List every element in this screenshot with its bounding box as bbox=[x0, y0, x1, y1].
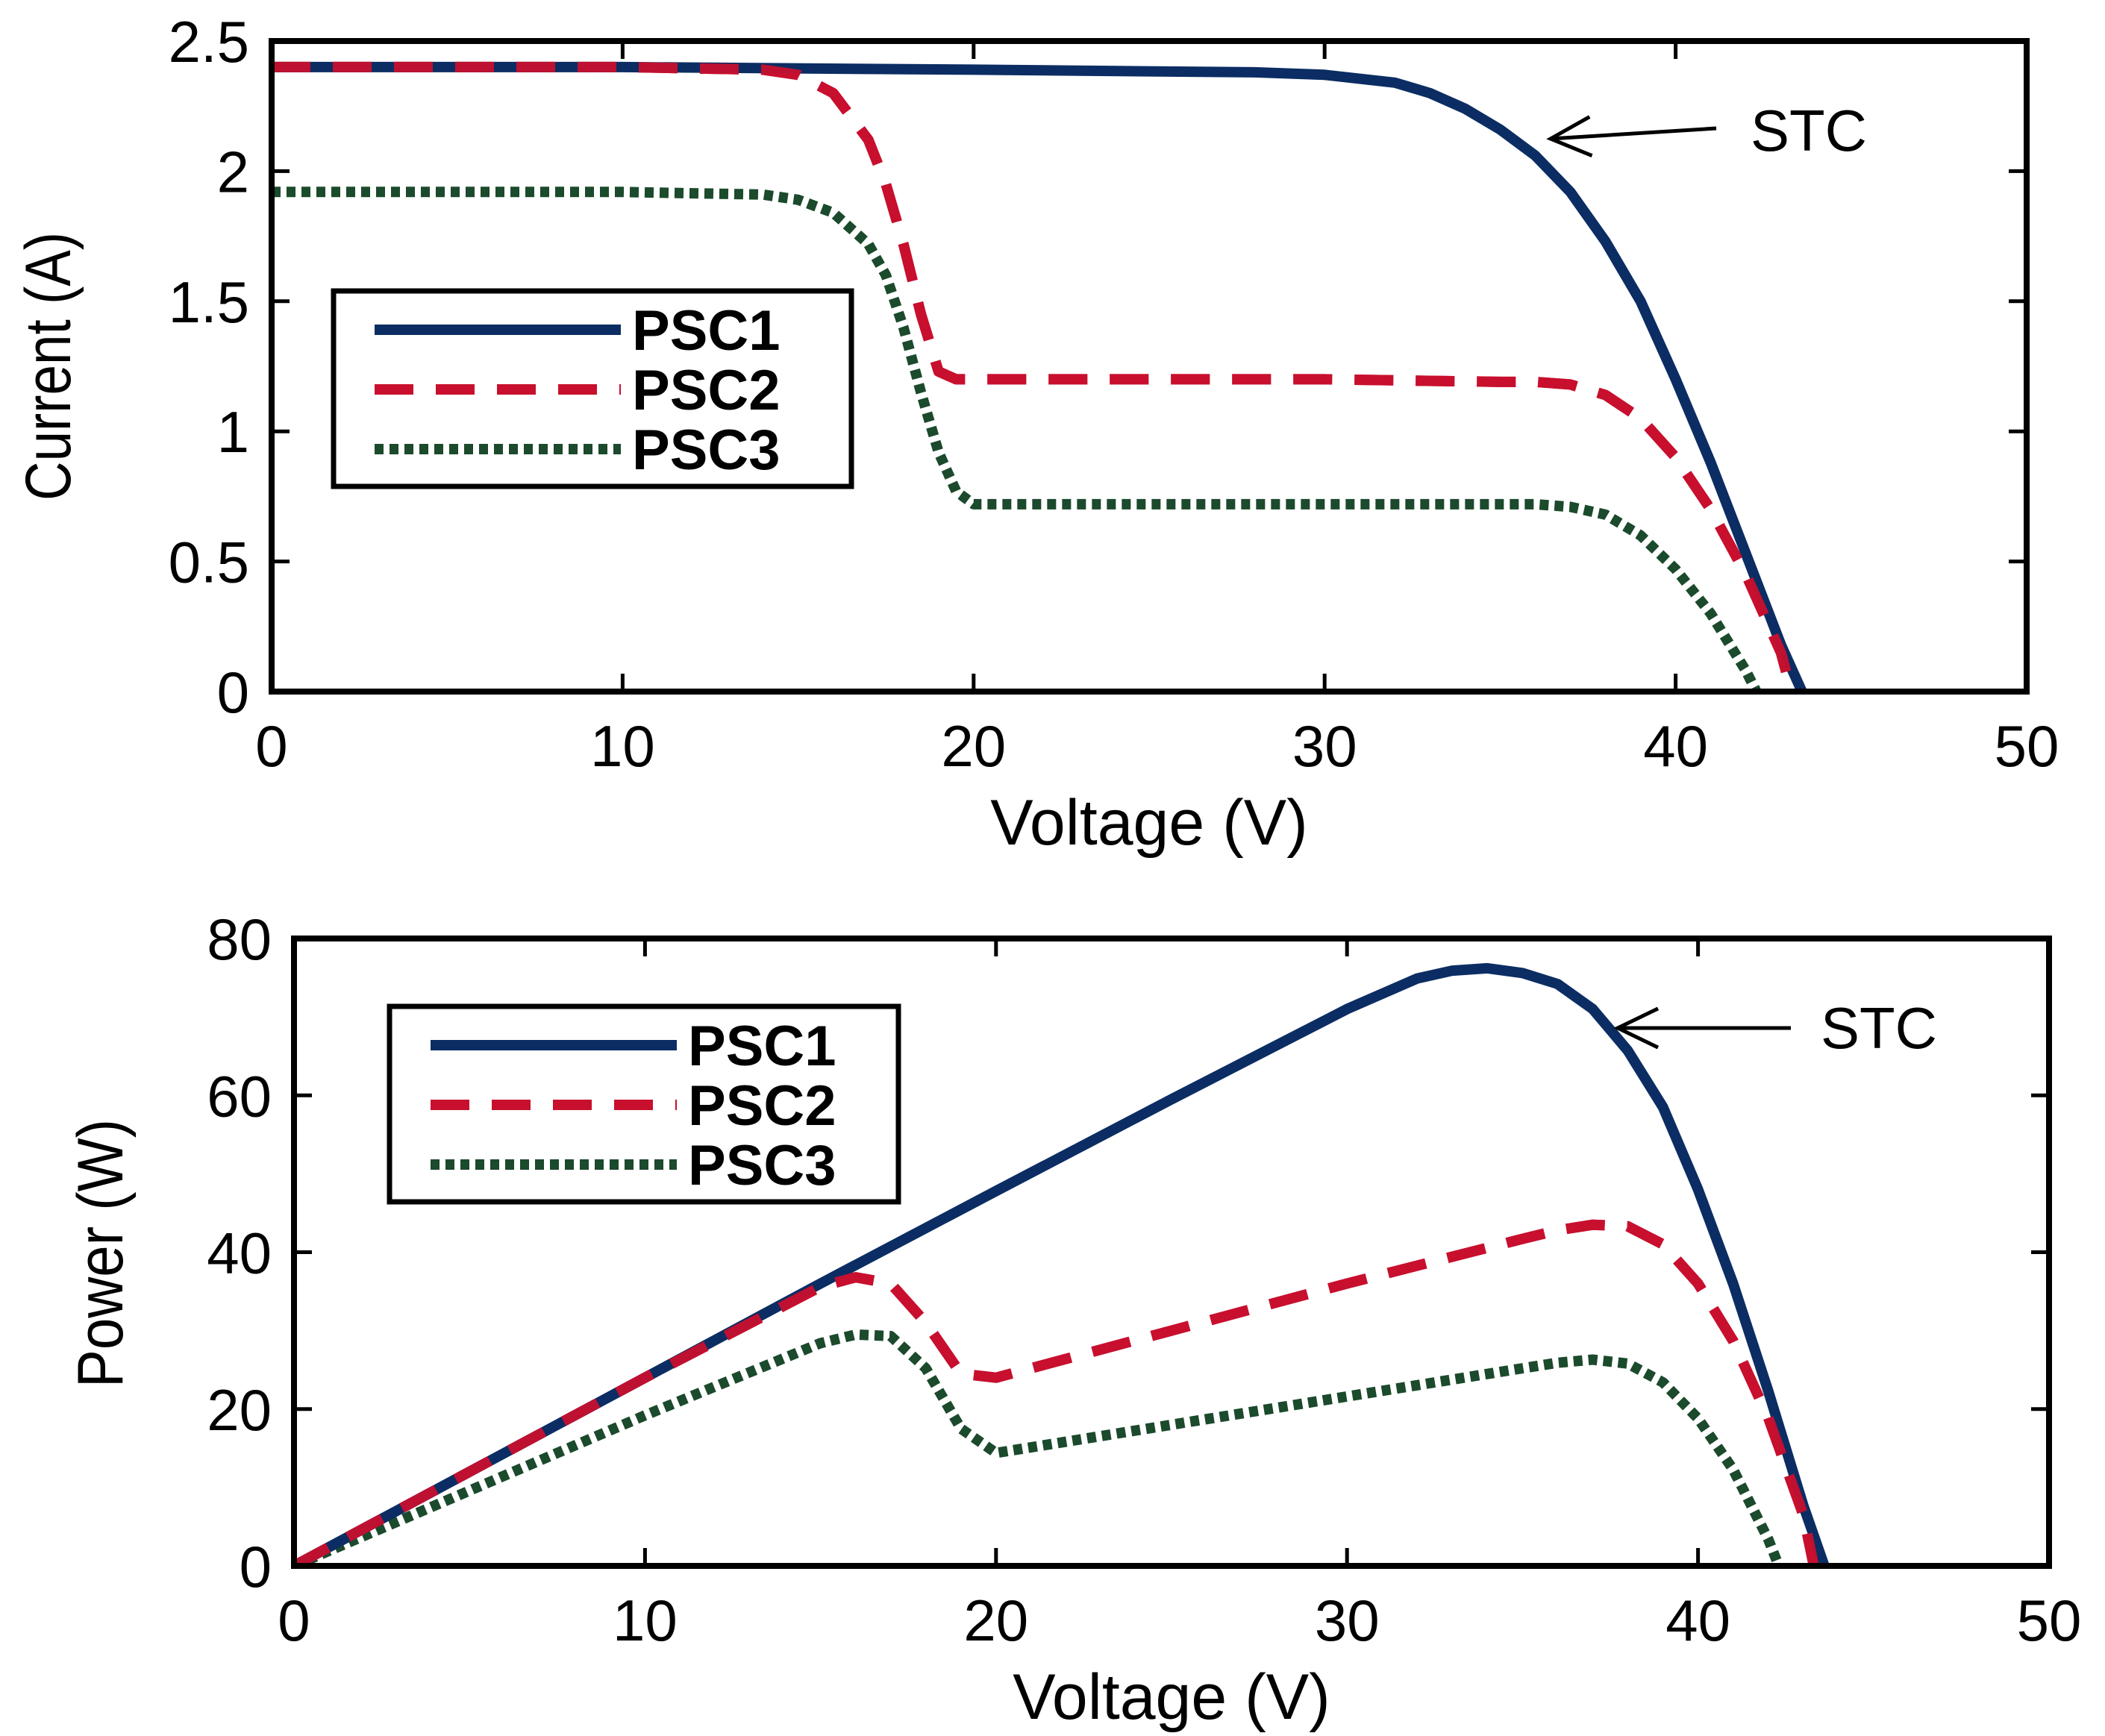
series-psc3-line bbox=[294, 1329, 1784, 1566]
plot-frame bbox=[291, 936, 2052, 1569]
x-tick-label: 50 bbox=[2017, 1588, 2082, 1653]
y-tick-label: 20 bbox=[207, 1377, 272, 1443]
y-tick-label: 1 bbox=[217, 399, 249, 465]
x-tick-label: 30 bbox=[1292, 713, 1357, 779]
legend-label-psc2: PSC2 bbox=[632, 359, 781, 422]
series-psc1-line bbox=[294, 962, 1830, 1566]
x-tick-label: 10 bbox=[590, 713, 655, 779]
legend-label-psc2: PSC2 bbox=[688, 1074, 836, 1138]
stc-arrow-head bbox=[1613, 1006, 1660, 1050]
power-voltage-chart: 0 10 20 30 40 50 0 20 40 60 80 Voltage (V) Power (W)… bbox=[65, 906, 2081, 1733]
y-tick-label: 1.5 bbox=[169, 269, 249, 335]
legend-label-psc1: PSC1 bbox=[688, 1015, 836, 1078]
x-tick-label: 50 bbox=[1995, 713, 2059, 779]
series-psc2-line bbox=[294, 1219, 1819, 1566]
x-tick-label: 20 bbox=[963, 1588, 1028, 1653]
y-tick-label: 2.5 bbox=[169, 9, 249, 75]
y-tick-label: 40 bbox=[207, 1220, 272, 1286]
y-tick-label: 60 bbox=[207, 1063, 272, 1129]
x-tick-label: 30 bbox=[1315, 1588, 1380, 1653]
series-psc3-line bbox=[272, 187, 1762, 692]
stc-arrow-line bbox=[1550, 126, 1717, 141]
series-psc2-overlay bbox=[272, 61, 1797, 692]
x-tick-label: 0 bbox=[278, 1588, 310, 1653]
series-psc1-line bbox=[272, 61, 1807, 692]
plot-frame bbox=[269, 38, 2030, 695]
x-tick-label: 40 bbox=[1665, 1588, 1730, 1653]
legend-label-psc3: PSC3 bbox=[632, 419, 781, 482]
x-axis-title: Voltage (V) bbox=[990, 787, 1307, 859]
y-axis-title: Current (A) bbox=[13, 232, 84, 501]
stc-annotation-label: STC bbox=[1821, 995, 1937, 1061]
x-tick-label: 20 bbox=[941, 713, 1006, 779]
legend-label-psc3: PSC3 bbox=[688, 1134, 836, 1197]
y-tick-label: 80 bbox=[207, 906, 272, 972]
stc-annotation-label: STC bbox=[1751, 98, 1867, 163]
x-tick-label: 40 bbox=[1643, 713, 1708, 779]
y-axis-title: Power (W) bbox=[65, 1119, 137, 1388]
stc-arrow-head bbox=[1546, 115, 1593, 157]
y-tick-label: 0.5 bbox=[169, 530, 249, 595]
y-tick-label: 2 bbox=[217, 139, 249, 204]
x-axis-title: Voltage (V) bbox=[1013, 1661, 1330, 1733]
current-voltage-chart: 0 10 20 30 40 50 0 0.5 1 1.5 2 2.5 Voltage (V) Curren… bbox=[13, 9, 2059, 859]
legend-label-psc1: PSC1 bbox=[632, 299, 781, 363]
y-tick-label: 0 bbox=[217, 659, 249, 725]
x-tick-label: 0 bbox=[255, 713, 287, 779]
y-tick-label: 0 bbox=[240, 1534, 272, 1599]
x-tick-label: 10 bbox=[613, 1588, 678, 1653]
series-psc2-overlay bbox=[294, 1219, 1819, 1566]
